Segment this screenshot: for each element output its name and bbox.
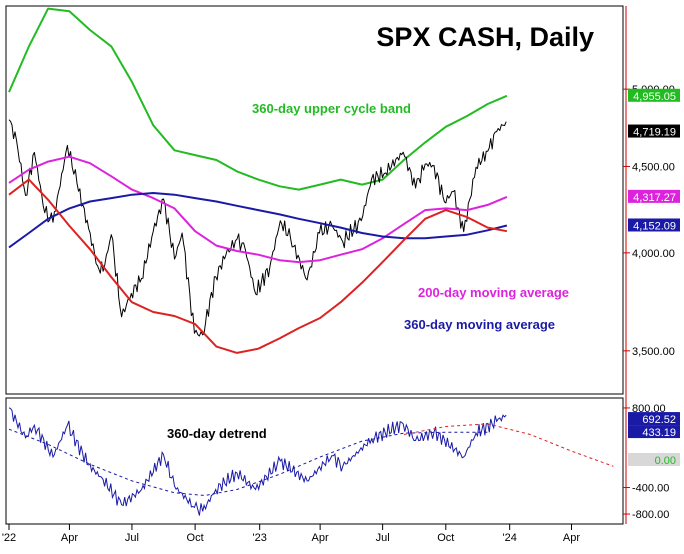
chart-title: SPX CASH, Daily <box>376 22 594 52</box>
detrend-value-tag-1: 433.19 <box>628 425 680 439</box>
y-tick-label: 3,500.00 <box>632 346 675 358</box>
main-series-group <box>8 7 508 354</box>
last-value-tag-1: 4,719.19 <box>628 124 680 139</box>
detrend-value-tag-0-box <box>628 412 680 426</box>
detrend-value-tag-2-label: 0.00 <box>655 455 676 467</box>
series-line-spx <box>8 119 507 337</box>
series-line-360-day-moving-average <box>8 192 508 249</box>
series-line-360-day-detrend <box>8 407 507 516</box>
x-tick-label: Apr <box>61 532 78 544</box>
x-tick-label: Jul <box>376 532 390 544</box>
x-tick-label: Oct <box>437 532 454 544</box>
series-line-detrend-projection <box>403 423 614 467</box>
series-line-360-day-upper-cycle-band <box>8 7 508 191</box>
detrend-y-tick-label: -800.00 <box>632 509 669 521</box>
y-tick-label: 4,000.00 <box>632 248 675 260</box>
last-value-tag-1-label: 4,719.19 <box>633 127 676 139</box>
last-value-tag-0-label: 4,955.05 <box>633 91 676 103</box>
detrend-value-tag-0: 692.52 <box>628 412 680 426</box>
detrend-value-tag-1-box <box>628 425 680 439</box>
last-value-tag-0-box <box>628 88 680 102</box>
series-line-projected-detrend <box>8 428 488 497</box>
detrend-value-tag-2-box <box>628 453 680 466</box>
annotation-360-day-detrend: 360-day detrend <box>167 426 267 441</box>
series-line-360-day-lower-cycle-band <box>8 178 508 354</box>
x-tick-label: Apr <box>563 532 580 544</box>
last-value-tag-2-label: 4,317.27 <box>633 192 676 204</box>
detrend-value-tag-0-label: 692.52 <box>642 414 676 426</box>
annotation-upper-cycle-band: 360-day upper cycle band <box>252 101 411 116</box>
last-value-tag-2: 4,317.27 <box>628 189 680 204</box>
last-value-tag-0: 4,955.05 <box>628 88 680 103</box>
detrend-y-tick-label: -400.00 <box>632 483 669 495</box>
main-panel-border <box>5 5 624 395</box>
last-value-tag-2-box <box>628 189 680 203</box>
x-tick-label: '22 <box>2 532 16 544</box>
detrend-value-tag-1-label: 433.19 <box>642 427 676 439</box>
annotation-360-day-ma: 360-day moving average <box>404 317 555 332</box>
x-tick-label: Jul <box>125 532 139 544</box>
x-tick-label: '24 <box>503 532 517 544</box>
last-value-tag-3-label: 4,152.09 <box>633 220 676 232</box>
series-line-200-day-moving-average <box>8 155 508 264</box>
last-value-tag-3-box <box>628 218 680 232</box>
annotation-200-day-ma: 200-day moving average <box>418 285 569 300</box>
x-tick-label: '23 <box>253 532 267 544</box>
detrend-series-group <box>8 407 614 516</box>
detrend-panel-border <box>5 397 624 525</box>
detrend-value-tag-2: 0.00 <box>628 453 680 467</box>
value-tags-group: 4,955.05 4,719.19 4,317.27 4,152.09 692.5243… <box>628 88 680 467</box>
last-value-tag-3: 4,152.09 <box>628 218 680 232</box>
axis-ticks-group: 3,500.004,000.004,500.005,000.00800.00-4… <box>2 84 675 544</box>
detrend-y-tick-label: 800.00 <box>632 403 666 415</box>
x-tick-label: Apr <box>312 532 329 544</box>
last-value-tag-1-box <box>628 124 680 138</box>
x-tick-label: Oct <box>187 532 204 544</box>
y-tick-label: 4,500.00 <box>632 161 675 173</box>
